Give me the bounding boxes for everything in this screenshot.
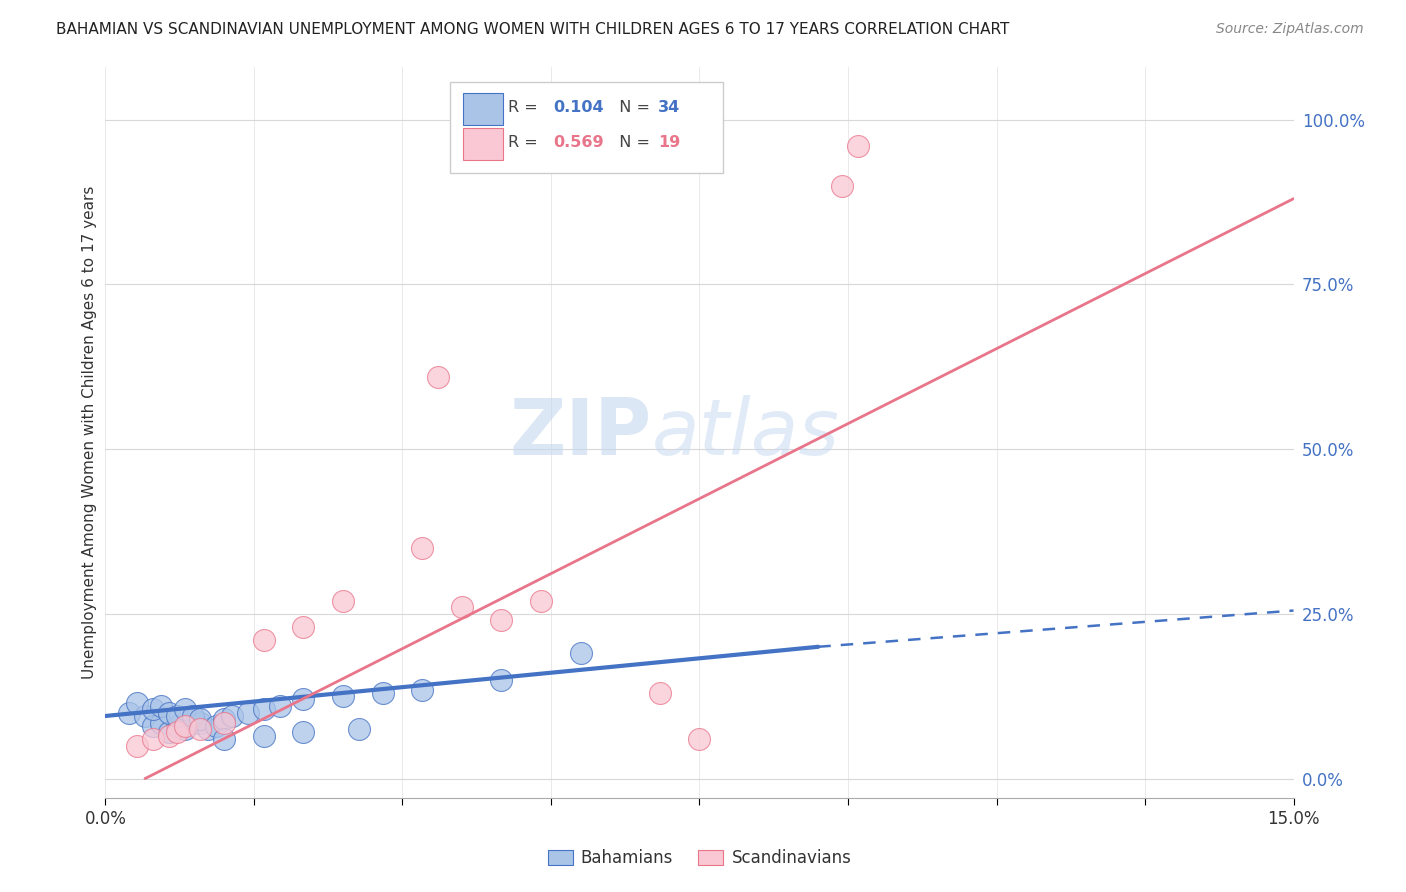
Point [427,369,450,384]
Point [831,178,853,193]
Text: atlas: atlas [652,394,839,471]
Point [157,729,180,743]
Point [491,673,513,687]
Point [530,593,553,607]
Point [181,712,204,726]
Text: Source: ZipAtlas.com: Source: ZipAtlas.com [1216,22,1364,37]
Point [157,706,180,720]
FancyBboxPatch shape [463,93,503,125]
Point [214,732,236,747]
Legend: Bahamians, Scandinavians: Bahamians, Scandinavians [541,843,858,874]
Point [648,686,671,700]
Point [197,722,219,736]
Point [166,719,188,733]
Point [173,722,195,736]
Point [149,715,172,730]
Point [142,719,165,733]
Point [491,614,513,628]
Point [190,712,212,726]
Text: N =: N = [609,100,655,115]
Point [253,702,276,716]
Point [157,725,180,739]
Point [118,706,141,720]
Text: R =: R = [508,100,543,115]
Point [292,725,315,739]
Point [166,725,188,739]
Point [411,682,433,697]
Point [149,699,172,714]
Text: 34: 34 [658,100,681,115]
Text: R =: R = [508,135,543,150]
Point [221,709,243,723]
Text: ZIP: ZIP [510,394,652,471]
Point [347,722,370,736]
Point [332,593,354,607]
Text: 0.104: 0.104 [554,100,605,115]
Point [332,689,354,703]
Point [253,633,276,648]
Point [214,712,236,726]
Point [292,692,315,706]
Point [190,715,212,730]
Point [292,620,315,634]
Text: 19: 19 [658,135,681,150]
Point [190,722,212,736]
Y-axis label: Unemployment Among Women with Children Ages 6 to 17 years: Unemployment Among Women with Children A… [82,186,97,680]
Text: N =: N = [609,135,655,150]
FancyBboxPatch shape [463,128,503,160]
Point [142,702,165,716]
Point [569,646,592,660]
Point [173,702,195,716]
Point [846,139,869,153]
Point [166,709,188,723]
Point [205,719,228,733]
Point [142,732,165,747]
Point [450,600,472,615]
Point [269,699,291,714]
Point [214,715,236,730]
Point [127,696,149,710]
Point [371,686,394,700]
Text: BAHAMIAN VS SCANDINAVIAN UNEMPLOYMENT AMONG WOMEN WITH CHILDREN AGES 6 TO 17 YEA: BAHAMIAN VS SCANDINAVIAN UNEMPLOYMENT AM… [56,22,1010,37]
Point [173,719,195,733]
Point [181,709,204,723]
Point [411,541,433,555]
Point [689,732,711,747]
Point [127,739,149,753]
Point [134,709,156,723]
Text: 0.569: 0.569 [554,135,605,150]
Point [236,706,259,720]
Point [253,729,276,743]
FancyBboxPatch shape [450,81,723,173]
